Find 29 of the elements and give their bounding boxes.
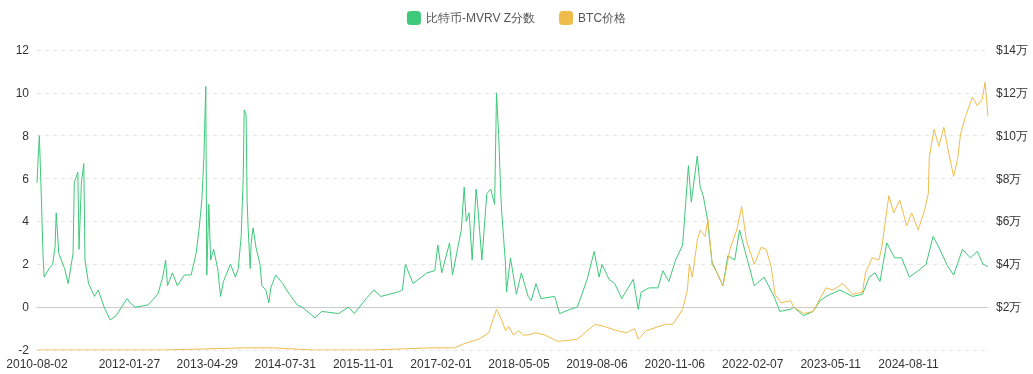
x-tick-label: 2010-08-02 — [6, 357, 69, 371]
y-tick-label: 10 — [15, 85, 30, 100]
x-tick-label: 2012-01-27 — [98, 357, 161, 371]
y-tick-label: 12 — [15, 43, 30, 57]
x-tick-label: 2015-11-01 — [332, 357, 394, 371]
x-tick-label: 2022-02-07 — [722, 357, 784, 371]
x-tick-label: 2013-04-29 — [176, 357, 239, 371]
y-tick-label: 2 — [22, 257, 30, 272]
x-tick-label: 2024-08-11 — [878, 357, 940, 371]
y-tick-label: 4 — [22, 214, 30, 229]
y2-tick-label: $6万 — [996, 214, 1022, 229]
y2-tick-label: $4万 — [996, 257, 1022, 272]
x-tick-label: 2023-05-11 — [800, 357, 862, 371]
y2-tick-label: $12万 — [996, 85, 1029, 100]
x-tick-label: 2020-11-06 — [644, 357, 706, 371]
x-tick-label: 2019-08-06 — [566, 357, 628, 371]
x-tick-label: 2018-05-05 — [488, 357, 550, 371]
legend-label: 比特币-MVRV Z分数 — [425, 11, 536, 25]
y2-tick-label: $10万 — [996, 128, 1029, 143]
x-tick-label: 2017-02-01 — [410, 357, 473, 371]
y2-tick-label: $8万 — [996, 171, 1022, 186]
y-tick-label: 6 — [22, 171, 30, 186]
y-tick-label: -2 — [18, 343, 30, 357]
y-tick-label: 0 — [22, 300, 30, 315]
legend-label: BTC价格 — [578, 11, 627, 25]
y2-tick-label: $14万 — [996, 43, 1029, 57]
y-tick-label: 8 — [22, 128, 30, 143]
x-tick-label: 2014-07-31 — [254, 357, 317, 371]
y2-tick-label: $2万 — [996, 300, 1022, 315]
